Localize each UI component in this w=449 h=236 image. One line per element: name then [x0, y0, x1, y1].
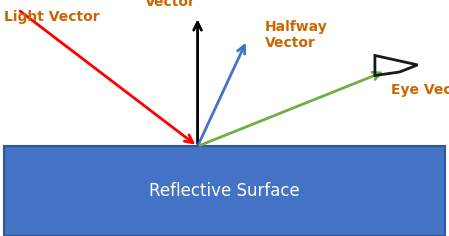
- Text: Light Vector: Light Vector: [4, 10, 100, 24]
- Text: Normal
Vector: Normal Vector: [142, 0, 199, 9]
- Text: Halfway
Vector: Halfway Vector: [265, 20, 328, 51]
- Bar: [4, 146, 445, 236]
- Text: Eye Vector: Eye Vector: [391, 83, 449, 97]
- Text: Reflective Surface: Reflective Surface: [149, 182, 300, 200]
